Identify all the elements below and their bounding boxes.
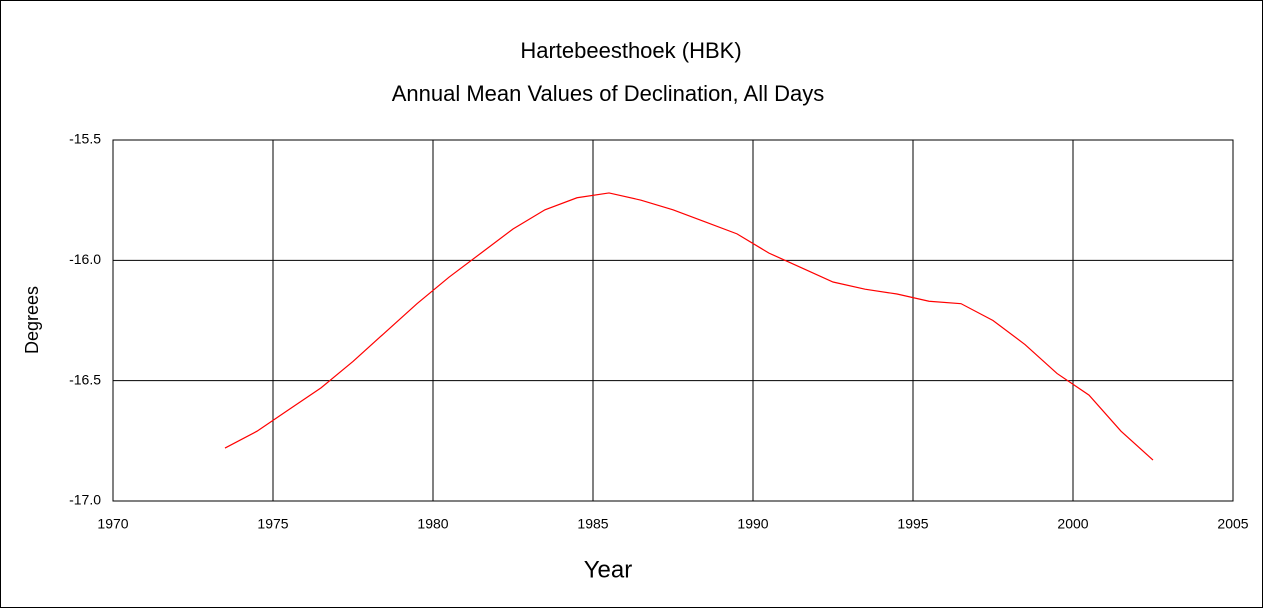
data-line (224, 192, 1154, 461)
y-tick-label: -15.5 (69, 131, 101, 147)
x-tick-label: 1985 (577, 516, 608, 532)
chart-subtitle: Annual Mean Values of Declination, All D… (392, 81, 825, 106)
x-tick-label: 1990 (737, 516, 768, 532)
y-tick-label: -16.0 (69, 251, 101, 267)
x-axis-label: Year (584, 556, 633, 583)
x-tick-label: 2005 (1217, 516, 1248, 532)
x-tick-label: 2000 (1057, 516, 1088, 532)
plot-area (112, 139, 1234, 502)
x-tick-label: 1995 (897, 516, 928, 532)
chart-title: Hartebeesthoek (HBK) (520, 38, 741, 63)
y-tick-label: -17.0 (69, 492, 101, 508)
x-tick-label: 1970 (97, 516, 128, 532)
y-axis-label: Degrees (22, 286, 42, 354)
y-tick-label: -16.5 (69, 371, 101, 387)
x-tick-label: 1975 (257, 516, 288, 532)
x-tick-label: 1980 (417, 516, 448, 532)
